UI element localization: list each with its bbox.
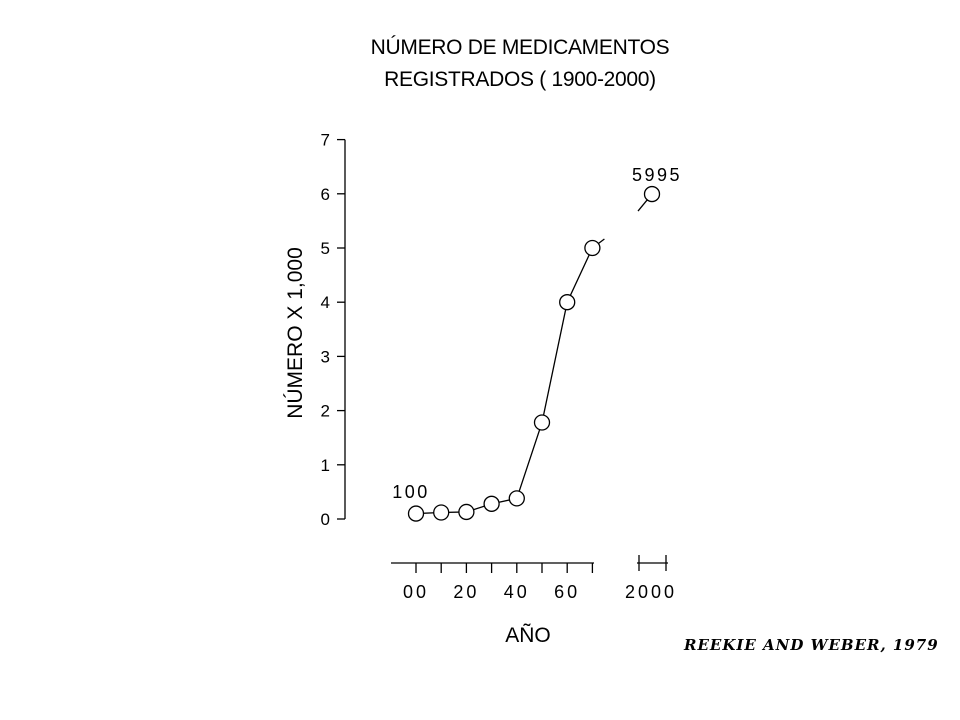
data-point bbox=[643, 185, 661, 203]
data-label: 100 bbox=[392, 482, 430, 502]
y-tick-label: 7 bbox=[321, 131, 330, 150]
x-tick-label: 20 bbox=[453, 582, 479, 602]
data-point bbox=[559, 294, 576, 311]
chart-title: NÚMERO DE MEDICAMENTOS REGISTRADOS ( 190… bbox=[300, 32, 740, 96]
x-tick-label: 60 bbox=[554, 582, 580, 602]
series-line: 100 5995 bbox=[392, 165, 682, 522]
data-point bbox=[584, 239, 601, 257]
axis-labels: NÚMERO X 1,000 AÑO bbox=[284, 247, 551, 647]
data-point bbox=[533, 414, 551, 431]
y-tick-label: 1 bbox=[321, 456, 330, 475]
data-point bbox=[407, 505, 425, 522]
y-tick-label: 6 bbox=[321, 185, 330, 204]
data-point bbox=[483, 495, 500, 512]
y-tick-label: 0 bbox=[321, 510, 330, 529]
y-tick-label: 5 bbox=[321, 239, 330, 258]
chart-title-line-2: REGISTRADOS ( 1900-2000) bbox=[384, 68, 656, 91]
y-axis-label: NÚMERO X 1,000 bbox=[284, 247, 307, 419]
y-axis: 0 1 2 3 4 5 6 7 bbox=[321, 131, 346, 529]
chart-title-line-1: NÚMERO DE MEDICAMENTOS bbox=[370, 36, 670, 59]
x-axis-label: AÑO bbox=[505, 623, 551, 647]
data-point bbox=[458, 503, 475, 521]
x-tick-label: 40 bbox=[504, 582, 530, 602]
data-point bbox=[508, 490, 525, 507]
x-axis: 00 20 40 60 2000 bbox=[391, 555, 677, 602]
y-tick-label: 4 bbox=[321, 293, 330, 312]
data-label: 5995 bbox=[632, 165, 682, 185]
source-credit: REEKIE AND WEBER, 1979 bbox=[684, 636, 939, 654]
data-line bbox=[415, 247, 593, 515]
y-tick-label: 2 bbox=[321, 402, 330, 421]
x-tick-label: 2000 bbox=[625, 582, 677, 602]
data-point bbox=[433, 504, 450, 521]
x-tick-label: 00 bbox=[403, 582, 429, 602]
y-tick-label: 3 bbox=[321, 347, 330, 366]
